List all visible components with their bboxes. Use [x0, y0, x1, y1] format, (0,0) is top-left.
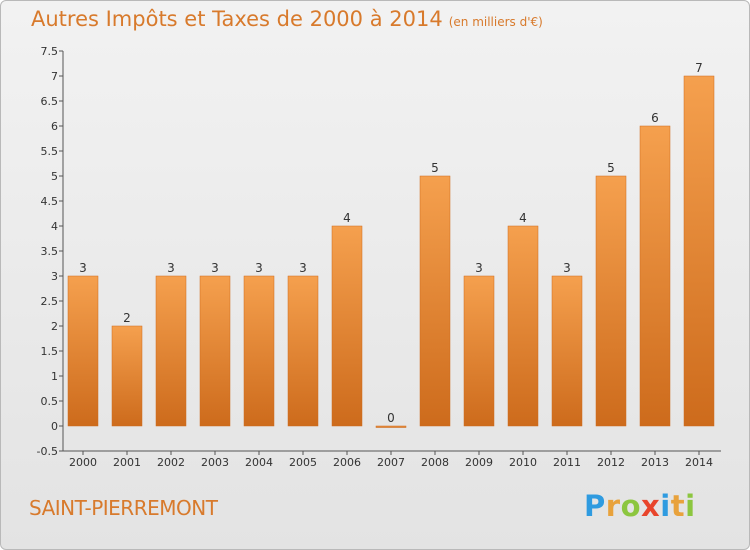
logo-letter: P [584, 489, 606, 523]
y-tick-label: 1 [51, 370, 58, 383]
data-label: 6 [651, 111, 659, 125]
y-tick-label: 7.5 [41, 45, 59, 58]
y-tick-label: 4.5 [41, 195, 59, 208]
commune-name: SAINT-PIERREMONT [29, 496, 218, 520]
data-label: 3 [167, 261, 175, 275]
x-tick-label: 2006 [333, 456, 361, 469]
bar [507, 225, 539, 427]
data-label: 3 [299, 261, 307, 275]
data-label: 4 [343, 211, 351, 225]
bar [155, 275, 187, 427]
x-tick-label: 2004 [245, 456, 273, 469]
bar [551, 275, 583, 427]
bar [595, 175, 627, 427]
x-tick-label: 2009 [465, 456, 493, 469]
x-tick-label: 2003 [201, 456, 229, 469]
data-label: 3 [211, 261, 219, 275]
bar [243, 275, 275, 427]
logo-letter: r [605, 489, 621, 523]
bar [419, 175, 451, 427]
x-tick-label: 2001 [113, 456, 141, 469]
data-label: 3 [255, 261, 263, 275]
y-tick-label: 2 [51, 320, 58, 333]
data-label: 3 [563, 261, 571, 275]
x-tick-label: 2000 [69, 456, 97, 469]
chart-title: Autres Impôts et Taxes de 2000 à 2014 (en… [31, 7, 543, 31]
chart-title-text: Autres Impôts et Taxes de 2000 à 2014 [31, 7, 443, 31]
chart-unit-label: (en milliers d'€) [448, 15, 543, 29]
logo-letter: t [670, 489, 686, 523]
bar [199, 275, 231, 427]
data-label: 3 [475, 261, 483, 275]
bar [375, 425, 407, 428]
x-tick-label: 2013 [641, 456, 669, 469]
x-tick-label: 2002 [157, 456, 185, 469]
y-tick-label: 2.5 [41, 295, 59, 308]
bar [331, 225, 363, 427]
data-label: 3 [79, 261, 87, 275]
y-tick-label: 3 [51, 270, 58, 283]
data-label: 2 [123, 311, 131, 325]
y-tick-label: 5 [51, 170, 58, 183]
bar [639, 125, 671, 427]
bar-series [67, 75, 715, 428]
data-label: 4 [519, 211, 527, 225]
logo-letter: o [620, 489, 642, 523]
y-tick-label: 5.5 [41, 145, 59, 158]
logo-letter: x [641, 489, 661, 523]
y-tick-label: 0.5 [41, 395, 59, 408]
y-tick-label: 6 [51, 120, 58, 133]
y-tick-label: 3.5 [41, 245, 59, 258]
x-axis: 2000 2001 2002 2003 2004 2005 2006 2007 2008 2009… [63, 450, 721, 469]
y-tick-label: 4 [51, 220, 58, 233]
x-tick-label: 2008 [421, 456, 449, 469]
bar [111, 325, 143, 427]
x-tick-label: 2014 [685, 456, 713, 469]
data-label: 0 [387, 411, 395, 425]
bar [287, 275, 319, 427]
x-tick-label: 2010 [509, 456, 537, 469]
x-tick-label: 2007 [377, 456, 405, 469]
data-label: 7 [695, 61, 703, 75]
x-tick-label: 2005 [289, 456, 317, 469]
bar [463, 275, 495, 427]
bar [67, 275, 99, 427]
y-tick-label: 6.5 [41, 95, 59, 108]
proxiti-logo: Proxiti [584, 489, 696, 523]
x-tick-label: 2011 [553, 456, 581, 469]
y-tick-label: 7 [51, 70, 58, 83]
logo-letter: i [660, 489, 671, 523]
y-axis: -0.5 0 0.5 1 1.5 2 2.5 3 3.5 4 4.5 5 5.5 6 6.5 7 7.5 [37, 45, 64, 458]
logo-letter: i [685, 489, 696, 523]
bar [683, 75, 715, 427]
y-tick-label: -0.5 [37, 445, 58, 458]
data-label: 5 [607, 161, 615, 175]
y-tick-label: 0 [51, 420, 58, 433]
data-label: 5 [431, 161, 439, 175]
x-tick-label: 2012 [597, 456, 625, 469]
data-labels: 3 2 3 3 3 3 4 0 5 3 4 3 5 6 7 [79, 61, 703, 425]
y-tick-label: 1.5 [41, 345, 59, 358]
